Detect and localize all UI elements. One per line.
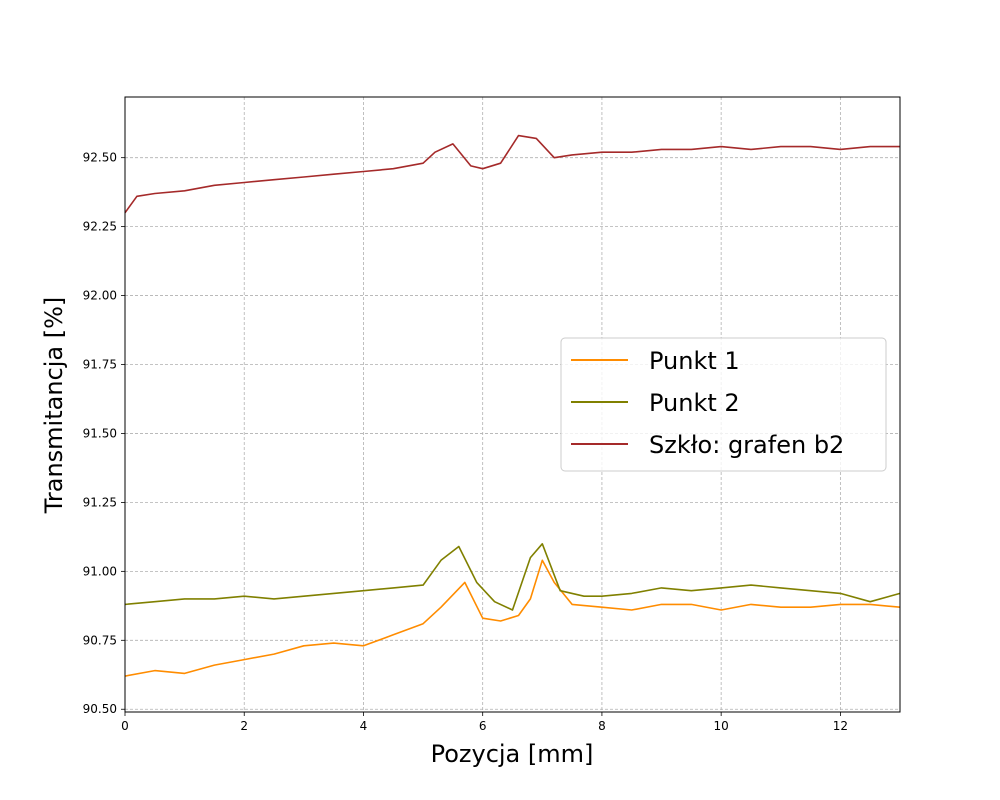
legend-label-2: Punkt 2 xyxy=(649,389,740,417)
y-tick-label: 92.25 xyxy=(83,220,117,234)
y-tick-label: 91.00 xyxy=(83,564,117,578)
series-line-2 xyxy=(124,542,901,611)
x-tick-label: 2 xyxy=(240,719,248,733)
legend-box xyxy=(560,337,887,472)
legend-label-1: Punkt 1 xyxy=(649,347,740,375)
y-tick-label: 90.75 xyxy=(83,633,117,647)
x-axis-title: Pozycja [mm] xyxy=(431,740,594,768)
plot-frame xyxy=(124,96,901,713)
x-tick-label: 0 xyxy=(121,719,129,733)
x-tick-label: 12 xyxy=(833,719,848,733)
series-line-3 xyxy=(124,134,900,214)
series-line-1 xyxy=(124,559,901,677)
y-tick-label: 91.25 xyxy=(83,495,117,509)
y-tick-label: 92.00 xyxy=(83,289,117,303)
legend: Punkt 1 Punkt 2 Szkło: grafen b2 xyxy=(560,337,887,472)
y-tick-label: 91.50 xyxy=(83,426,117,440)
y-tick-label: 92.50 xyxy=(83,151,117,165)
ticks: 0 2 4 6 8 10 12 90.50 90.75 91.00 91.25 91.50 91.75 9… xyxy=(83,151,848,733)
y-tick-label: 91.75 xyxy=(83,358,117,372)
x-tick-label: 4 xyxy=(360,719,368,733)
x-tick-label: 6 xyxy=(479,719,487,733)
y-tick-label: 90.50 xyxy=(83,702,117,716)
x-tick-label: 8 xyxy=(598,719,606,733)
legend-label-3: Szkło: grafen b2 xyxy=(649,431,844,459)
y-axis-title: Transmitancja [%] xyxy=(40,297,68,515)
x-tick-label: 10 xyxy=(714,719,729,733)
series-lines xyxy=(124,134,901,677)
